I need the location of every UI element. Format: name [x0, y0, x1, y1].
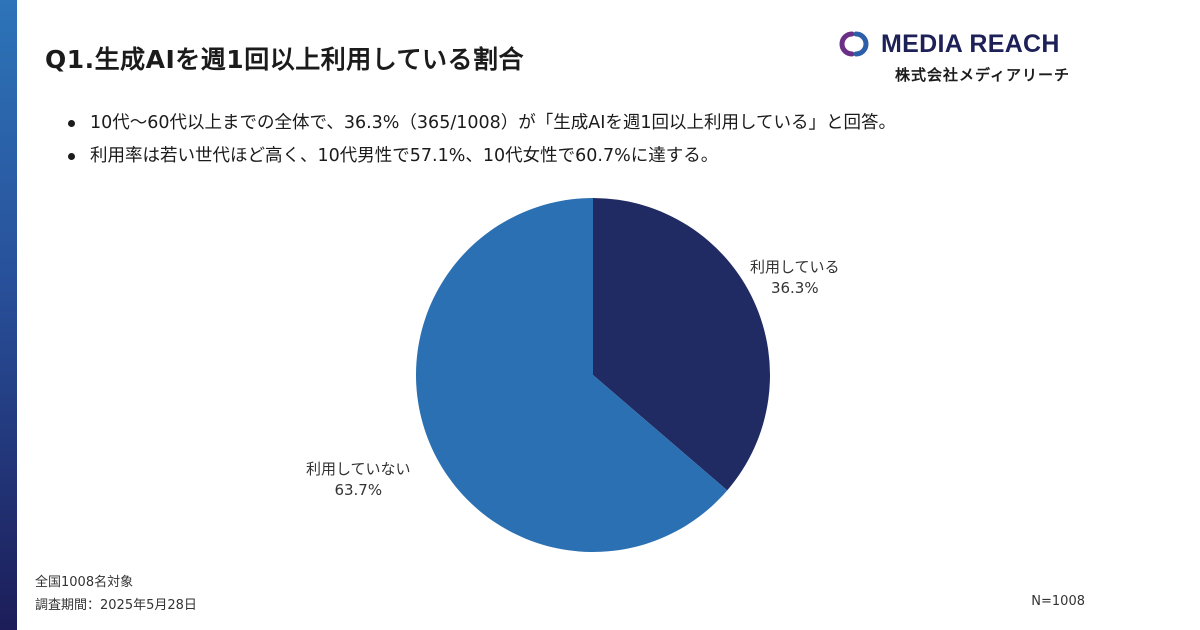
summary-bullets: 10代〜60代以上までの全体で、36.3%（365/1008）が「生成AIを週1…: [68, 107, 896, 173]
side-accent-bar: [0, 0, 17, 630]
pie-slice-0: [593, 198, 770, 491]
survey-target-note: 全国1008名対象: [35, 575, 134, 590]
slice-label-value: 36.3%: [770, 279, 819, 297]
logo-name: MEDIA REACH: [881, 30, 1060, 58]
logo-mark-icon: [839, 31, 869, 57]
slice-label-value: 63.7%: [334, 481, 383, 499]
slice-label-not-using: 利用していない 63.7%: [306, 459, 411, 501]
survey-period-note: 調査期間：2025年5月28日: [35, 598, 197, 613]
pie-slice-1: [416, 198, 728, 553]
slice-label-text: 利用していない: [306, 460, 411, 478]
logo-company-name: 株式会社メディアリーチ: [895, 66, 1070, 84]
company-logo: MEDIA REACH 株式会社メディアリーチ: [835, 28, 1080, 88]
slice-label-using: 利用している 36.3%: [750, 257, 840, 299]
slice-label-text: 利用している: [750, 258, 840, 276]
sample-size: N=1008: [1031, 594, 1085, 609]
bullet-item: 利用率は若い世代ほど高く、10代男性で57.1%、10代女性で60.7%に達する…: [68, 140, 896, 173]
page-title: Q1.生成AIを週1回以上利用している割合: [45, 45, 524, 74]
bullet-item: 10代〜60代以上までの全体で、36.3%（365/1008）が「生成AIを週1…: [68, 107, 896, 140]
